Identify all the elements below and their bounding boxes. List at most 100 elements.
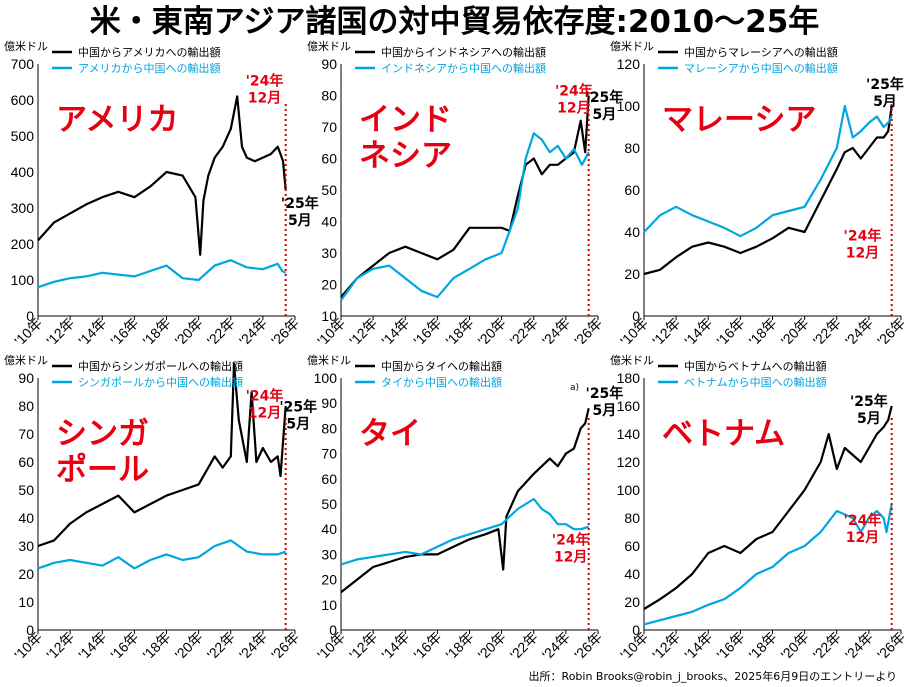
x-tick-label: '22年 (204, 315, 238, 349)
footnote-marker: a) (570, 383, 579, 393)
x-tick-label: '22年 (507, 315, 541, 349)
x-tick-label: '10年 (11, 315, 45, 349)
y-tick-label: 10 (321, 597, 337, 613)
y-tick-label: 40 (624, 566, 640, 582)
x-tick-label: '16年 (713, 629, 747, 663)
period-annotation: 5月 (593, 403, 617, 419)
series-line (37, 259, 287, 289)
series-line (340, 407, 590, 594)
x-tick-label: '20年 (778, 315, 812, 349)
x-tick-label: '16年 (410, 629, 444, 663)
x-tick-label: '24年 (236, 315, 270, 349)
y-tick-label: 140 (617, 426, 641, 442)
period-annotation: '24年 (246, 73, 284, 90)
y-unit-label: 億米ドル (4, 40, 48, 53)
chart-panel-vietnam: 億米ドル 0 20 40 60 80 100 120 140 160 180 '10年'12年'14年… (610, 354, 908, 663)
y-tick-label: 80 (18, 398, 34, 414)
period-annotation: '25年 (279, 399, 317, 416)
y-tick-label: 0 (26, 308, 34, 324)
x-tick-label: '22年 (810, 315, 844, 349)
x-tick-label: '20年 (172, 315, 206, 349)
period-annotation: 12月 (554, 549, 587, 565)
chart-panel-thailand: 億米ドル0102030405060708090100'10年'12年'14年'1… (307, 354, 623, 663)
country-label: タイ (359, 416, 421, 452)
period-annotation: 5月 (873, 94, 897, 110)
country-label: アメリカ (56, 102, 178, 138)
country-label: ポール (56, 452, 149, 488)
x-tick-label: '26年 (571, 629, 605, 663)
x-tick-label: '18年 (746, 629, 780, 663)
x-tick-label: '18年 (140, 315, 174, 349)
series-line (643, 104, 893, 238)
x-tick-label: '14年 (378, 629, 412, 663)
period-annotation: '25年 (586, 385, 624, 402)
x-tick-label: '20年 (475, 315, 509, 349)
y-tick-label: 90 (321, 56, 337, 72)
y-tick-label: 40 (624, 224, 640, 240)
x-tick-label: '12年 (43, 629, 77, 663)
y-tick-label: 120 (617, 56, 641, 72)
series-line (340, 497, 590, 566)
legend-label: 中国からマレーシアへの輸出額 (684, 45, 838, 59)
y-tick-label: 20 (18, 566, 34, 582)
y-tick-label: 0 (632, 308, 640, 324)
country-label: インド (359, 102, 452, 138)
chart-panel-singapore: 億米ドル0102030405060708090'10年'12年'14年'16年'… (4, 354, 317, 663)
x-tick-label: '22年 (810, 629, 844, 663)
x-tick-label: '26年 (874, 629, 908, 663)
x-tick-label: '18年 (746, 315, 780, 349)
period-annotation: 12月 (846, 245, 879, 261)
x-tick-label: '24年 (236, 629, 270, 663)
y-tick-label: 0 (26, 622, 34, 638)
x-tick-label: '24年 (539, 629, 573, 663)
legend-label: アメリカから中国への輸出額 (78, 61, 220, 75)
y-tick-label: 60 (624, 182, 640, 198)
period-annotation: 12月 (557, 101, 590, 117)
series-line (37, 539, 287, 570)
y-tick-label: 20 (321, 572, 337, 588)
y-tick-label: 50 (321, 182, 337, 198)
y-tick-label: 0 (329, 622, 337, 638)
y-tick-label: 60 (321, 151, 337, 167)
y-tick-label: 100 (617, 482, 641, 498)
y-tick-label: 30 (18, 538, 34, 554)
y-tick-label: 100 (11, 272, 35, 288)
y-tick-label: 20 (624, 266, 640, 282)
y-tick-label: 90 (321, 395, 337, 411)
country-label: ベトナム (662, 416, 785, 452)
x-tick-label: '14年 (75, 629, 109, 663)
y-tick-label: 70 (321, 119, 337, 135)
y-tick-label: 300 (11, 200, 35, 216)
period-annotation: '25年 (586, 89, 624, 106)
series-line (37, 362, 287, 548)
legend-label: マレーシアから中国への輸出額 (684, 61, 838, 75)
x-tick-label: '22年 (507, 629, 541, 663)
y-tick-label: 80 (321, 88, 337, 104)
period-annotation: '25年 (866, 76, 904, 93)
x-tick-label: '12年 (649, 315, 683, 349)
x-tick-label: '20年 (172, 629, 206, 663)
x-tick-label: '26年 (571, 315, 605, 349)
x-tick-label: '22年 (204, 629, 238, 663)
y-unit-label: 億米ドル (610, 354, 654, 367)
x-tick-label: '12年 (649, 629, 683, 663)
x-tick-label: '18年 (443, 629, 477, 663)
x-tick-label: '12年 (346, 315, 380, 349)
period-annotation: '24年 (246, 387, 284, 404)
chart-panel-indonesia: 億米ドル 10 20 30 40 50 60 70 80 90 '10年'12年'14年'16年'1… (307, 40, 623, 349)
y-tick-label: 50 (18, 482, 34, 498)
legend-label: タイから中国への輸出額 (381, 375, 502, 389)
period-annotation: 5月 (593, 107, 617, 123)
chart-panel-malaysia: 億米ドル020406080100120'10年'12年'14年'16年'18年'… (610, 40, 908, 349)
legend-label: 中国からアメリカへの輸出額 (78, 45, 220, 59)
y-tick-label: 120 (617, 454, 641, 470)
country-label: シンガ (56, 416, 149, 452)
period-annotation: '24年 (844, 512, 882, 529)
period-annotation: 5月 (288, 213, 312, 229)
series-line (643, 405, 893, 610)
y-tick-label: 500 (11, 128, 35, 144)
x-tick-label: '10年 (617, 629, 651, 663)
x-tick-label: '26年 (268, 629, 302, 663)
x-tick-label: '24年 (842, 315, 876, 349)
x-tick-label: '10年 (617, 315, 651, 349)
